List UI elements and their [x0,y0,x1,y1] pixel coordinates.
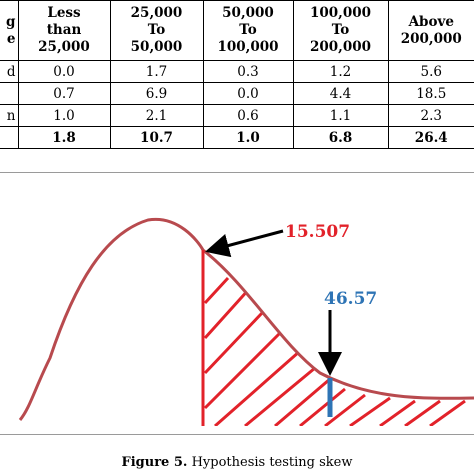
header-line: 200,000 [309,39,372,55]
row-label: n [0,104,19,127]
header-line: than [46,22,82,38]
header-25000-to-50000: 25,000 To 50,000 [109,0,204,61]
row-label: d [0,60,19,83]
rejection-region-hatching [203,276,466,426]
test-statistic-label: 46.57 [324,289,377,309]
table-cell: 0.3 [202,60,294,83]
header-above-200000: Above 200,000 [387,0,474,61]
header-stub-line: g [6,13,16,30]
caption-text: Hypothesis testing skew [191,455,353,470]
table-cell: 1.8 [17,126,111,149]
header-line: Above [408,13,454,30]
table-cell: 1.0 [202,126,294,149]
table-row: d 0.0 1.7 0.3 1.2 5.6 [0,60,474,83]
table-cell: 26.4 [387,126,474,149]
header-100000-to-200000: 100,000 To 200,000 [292,0,389,61]
table-row: 0.7 6.9 0.0 4.4 18.5 [0,82,474,105]
header-line: To [331,22,350,38]
header-line: 100,000 [217,39,279,55]
header-line: 25,000 [38,39,90,55]
table-cell: 18.5 [387,82,474,105]
critical-value-arrow [205,229,284,258]
header-line: 100,000 [309,5,372,21]
figure-frame: 15.507 46.57 [0,172,474,435]
critical-value-label: 15.507 [285,222,350,242]
header-50000-to-100000: 50,000 To 100,000 [202,0,294,61]
table-cell: 1.0 [17,104,111,127]
table-cell: 1.2 [292,60,389,83]
table-cell: 2.1 [109,104,204,127]
caption-number: Figure 5. [121,455,188,470]
table-cell: 0.7 [17,82,111,105]
table-cell: 6.8 [292,126,389,149]
header-stub-line: e [6,30,16,47]
table-cell: 1.7 [109,60,204,83]
header-less-than-25000: Less than 25,000 [17,0,111,61]
table-cell: 5.6 [387,60,474,83]
table-cell: 6.9 [109,82,204,105]
row-label [0,82,19,105]
header-line: 25,000 [130,5,183,21]
header-line: To [239,22,257,38]
table-row: n 1.0 2.1 0.6 1.1 2.3 [0,104,474,127]
table-cell: 4.4 [292,82,389,105]
header-line: 200,000 [400,30,462,47]
data-table: g e Less than 25,000 25,000 To 50,000 50… [0,0,474,149]
table-cell: 0.0 [17,60,111,83]
table-header-row: g e Less than 25,000 25,000 To 50,000 50… [0,0,474,61]
header-line: 50,000 [222,5,274,21]
header-line: Less [47,5,81,21]
figure-caption: Figure 5. Hypothesis testing skew [0,454,474,472]
table-cell: 10.7 [109,126,204,149]
header-line: To [147,22,166,38]
distribution-curve [18,217,474,421]
header-stub: g e [0,0,19,61]
table-cell: 1.1 [292,104,389,127]
row-label [0,126,19,149]
table-cell: 0.6 [202,104,294,127]
skew-distribution-figure: 15.507 46.57 [18,217,474,426]
table-row-total: 1.8 10.7 1.0 6.8 26.4 [0,126,474,149]
table-cell: 0.0 [202,82,294,105]
header-line: 50,000 [130,39,183,55]
table-cell: 2.3 [387,104,474,127]
